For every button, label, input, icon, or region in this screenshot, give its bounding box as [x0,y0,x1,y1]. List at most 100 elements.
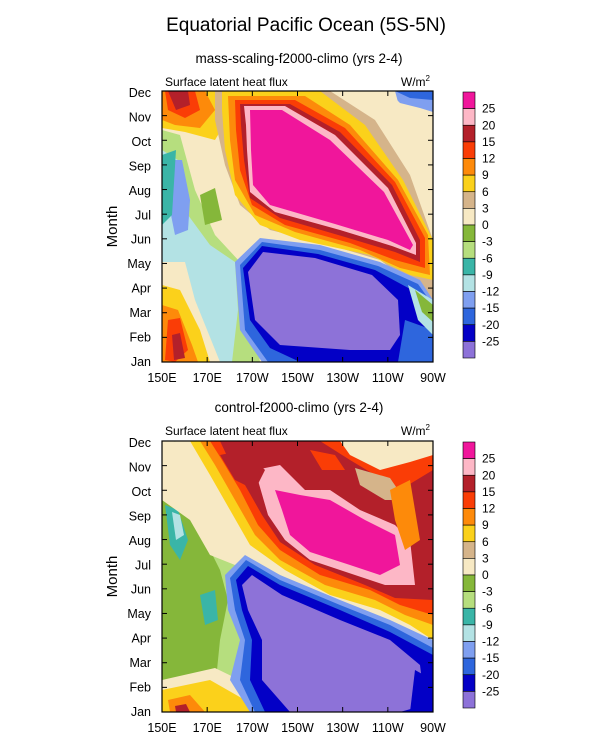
p2-colorbar-swatch [462,624,476,642]
p1-xtick-90w: 90W [420,371,446,385]
panel-1-y-axis-label: Month [104,206,121,248]
p2-colorbar-label: -25 [482,684,500,698]
p2-xtick-90w: 90W [420,721,446,735]
p2-colorbar-swatch [462,641,476,659]
p2-colorbar-swatch [462,524,476,543]
p2-colorbar-swatch [462,458,476,476]
panel-2-contour-field [162,441,433,712]
p1-ytick-sep: Sep [129,159,151,173]
p2-ytick-apr: Apr [132,632,151,646]
p2-colorbar-label: 25 [482,452,496,466]
figure-title: Equatorial Pacific Ocean (5S-5N) [166,15,446,36]
p1-colorbar-label: 6 [482,185,489,199]
p2-colorbar-label: 15 [482,485,496,499]
p2-ytick-mar: Mar [129,656,151,670]
p1-colorbar-swatch [462,91,476,109]
p2-xtick-150e: 150E [147,721,176,735]
p1-colorbar-swatch [462,257,476,276]
p2-ytick-jun: Jun [131,583,151,597]
p1-colorbar-label: -20 [482,318,500,332]
p2-colorbar-swatch [462,657,476,676]
panel-2-variable-label: Surface latent heat flux [165,424,288,438]
p1-colorbar-swatch [462,341,476,359]
panel-2: control-f2000-climo (yrs 2-4) Surface la… [104,400,446,735]
p1-colorbar-swatch [462,307,476,326]
p1-ytick-oct: Oct [132,135,152,149]
p1-xtick-170e: 170E [193,371,222,385]
p2-colorbar-label: -3 [482,585,493,599]
panel-1-units-label: W/m2 [401,74,431,89]
p1-colorbar-label: 15 [482,135,496,149]
p1-xtick-170w: 170W [236,371,269,385]
p2-ytick-oct: Oct [132,485,152,499]
p1-ytick-jun: Jun [131,233,151,247]
panel-1-colorbar: 25 20 15 12 9 6 3 0 -3 -6 -9 -12 -15 -20 -25 [462,91,500,359]
p2-colorbar-label: -20 [482,668,500,682]
p1-colorbar-swatch [462,141,476,159]
p2-xtick-170w: 170W [236,721,269,735]
p2-colorbar-label: -15 [482,651,500,665]
p1-colorbar-label: -15 [482,301,500,315]
p1-colorbar-swatch [462,108,476,126]
p2-colorbar-swatch [462,674,476,692]
p1-ytick-may: May [127,257,151,271]
p2-colorbar-label: 12 [482,502,496,516]
p2-ytick-may: May [127,607,151,621]
p2-ytick-dec: Dec [129,436,151,450]
p2-colorbar-label: -9 [482,618,493,632]
p2-ytick-sep: Sep [129,509,151,523]
p2-colorbar-swatch [462,691,476,709]
p2-colorbar-label: 6 [482,535,489,549]
panel-1-variable-label: Surface latent heat flux [165,75,288,89]
panel-2-units-label: W/m2 [401,423,431,438]
panel-1-x-ticklabels: 150E 170E 170W 150W 130W 110W 90W [147,371,446,385]
p1-colorbar-label: 12 [482,152,496,166]
p1-colorbar-label: 25 [482,102,496,116]
p2-colorbar-swatch [462,491,476,509]
p2-colorbar-label: 20 [482,468,496,482]
panel-1-contour-field [162,91,433,362]
p2-xtick-110w: 110W [372,721,404,735]
p1-colorbar-swatch [462,191,476,209]
p1-xtick-130w: 130W [326,371,359,385]
p2-ytick-aug: Aug [129,534,151,548]
p2-colorbar-swatch [462,558,476,576]
p2-ytick-jan: Jan [131,705,151,719]
p1-colorbar-label: -3 [482,235,493,249]
p1-ytick-jul: Jul [135,208,151,222]
panel-2-y-ticklabels: Jan Feb Mar Apr May Jun Jul Aug Sep Oct … [127,436,151,719]
p2-colorbar-label: 3 [482,551,489,565]
p1-colorbar-label: -12 [482,285,500,299]
p2-colorbar-label: 9 [482,518,489,532]
panel-1-tick-marks [161,90,434,363]
p2-colorbar-swatch [462,508,476,526]
p1-colorbar-swatch [462,291,476,309]
panel-2-tick-marks [161,440,434,713]
p1-colorbar-label: 20 [482,118,496,132]
p1-xtick-150e: 150E [147,371,176,385]
p1-xtick-110w: 110W [372,371,404,385]
p2-colorbar-swatch [462,541,476,559]
p2-colorbar-swatch [462,574,476,592]
p1-colorbar-label: 3 [482,201,489,215]
p1-ytick-dec: Dec [129,86,151,100]
p1-colorbar-swatch [462,274,476,292]
p1-colorbar-swatch [462,241,476,259]
p1-colorbar-swatch [462,174,476,193]
panel-2-colorbar: 25 20 15 12 9 6 3 0 -3 -6 -9 -12 -15 -20 -25 [462,441,500,709]
p2-colorbar-label: -12 [482,635,500,649]
p1-colorbar-label: 9 [482,168,489,182]
p1-colorbar-swatch [462,124,476,143]
p1-colorbar-swatch [462,224,476,242]
panel-1-subtitle: mass-scaling-f2000-climo (yrs 2-4) [195,51,402,66]
p1-colorbar-swatch [462,324,476,342]
p2-colorbar-label: 0 [482,568,489,582]
p1-colorbar-label: 0 [482,218,489,232]
p1-ytick-nov: Nov [129,111,152,125]
p1-ytick-apr: Apr [132,282,151,296]
panel-2-y-axis-label: Month [104,556,121,598]
p2-colorbar-swatch [462,441,476,459]
p1-xtick-150w: 150W [281,371,314,385]
p1-colorbar-swatch [462,208,476,226]
p2-ytick-jul: Jul [135,558,151,572]
